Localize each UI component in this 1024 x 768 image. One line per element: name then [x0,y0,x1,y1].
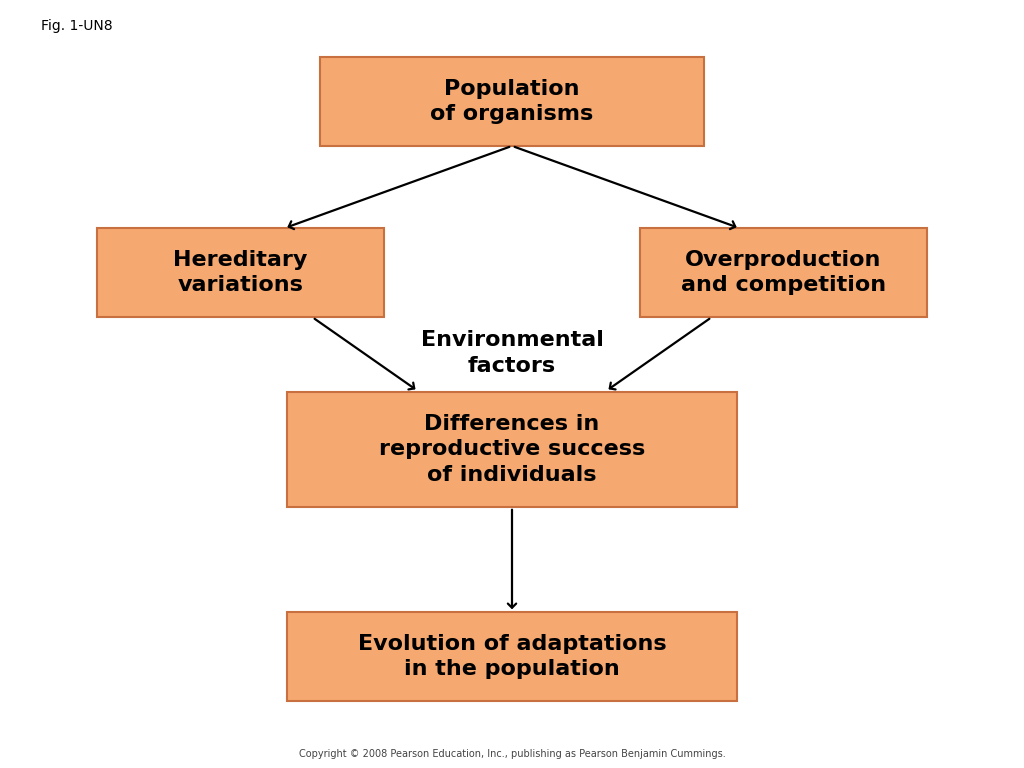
FancyBboxPatch shape [640,229,927,316]
Text: Copyright © 2008 Pearson Education, Inc., publishing as Pearson Benjamin Cumming: Copyright © 2008 Pearson Education, Inc.… [299,749,725,759]
Text: Overproduction
and competition: Overproduction and competition [681,250,886,296]
Text: Population
of organisms: Population of organisms [430,78,594,124]
Text: Hereditary
variations: Hereditary variations [173,250,308,296]
Text: Evolution of adaptations
in the population: Evolution of adaptations in the populati… [357,634,667,680]
FancyBboxPatch shape [319,58,705,146]
Text: Differences in
reproductive success
of individuals: Differences in reproductive success of i… [379,414,645,485]
Text: Fig. 1-UN8: Fig. 1-UN8 [41,19,113,33]
FancyBboxPatch shape [287,392,737,507]
FancyBboxPatch shape [97,229,384,316]
FancyBboxPatch shape [287,613,737,700]
Text: Environmental
factors: Environmental factors [421,330,603,376]
